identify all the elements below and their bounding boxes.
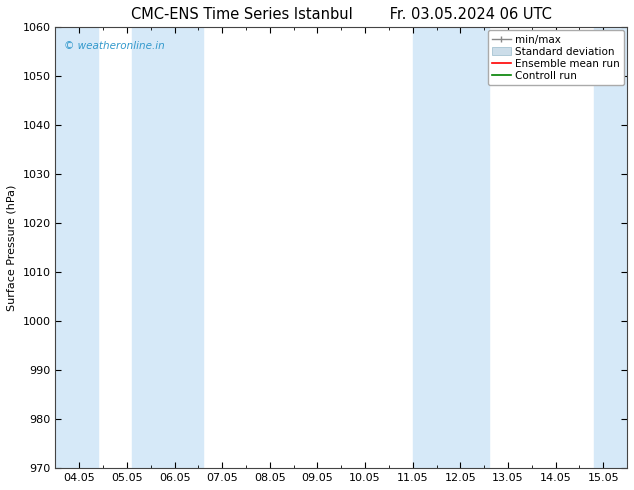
Title: CMC-ENS Time Series Istanbul        Fr. 03.05.2024 06 UTC: CMC-ENS Time Series Istanbul Fr. 03.05.2… [131,7,552,22]
Bar [56,27,98,468]
Y-axis label: Surface Pressure (hPa): Surface Pressure (hPa) [7,185,17,311]
Bar [593,27,627,468]
Text: © weatheronline.in: © weatheronline.in [64,41,165,50]
Bar [132,27,203,468]
Legend: min/max, Standard deviation, Ensemble mean run, Controll run: min/max, Standard deviation, Ensemble me… [488,30,624,85]
Bar [413,27,489,468]
